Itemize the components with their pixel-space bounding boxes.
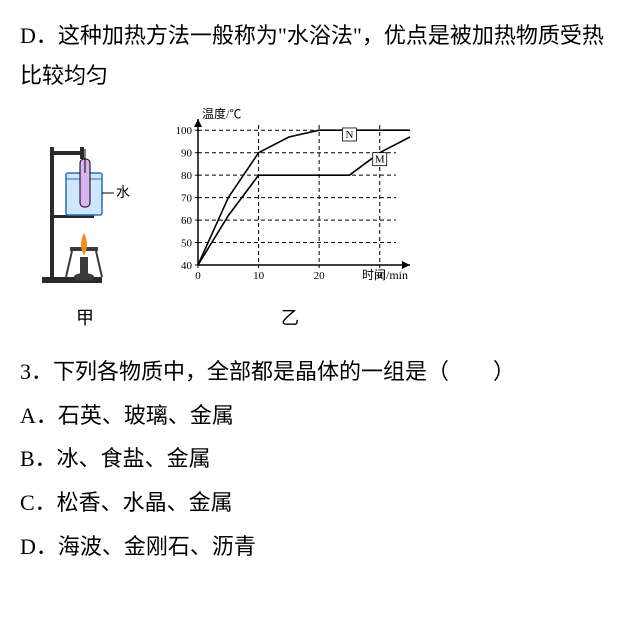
chart-caption: 乙	[160, 302, 420, 334]
option-label: D．	[20, 23, 58, 48]
q3-stem: 3．下列各物质中，全部都是晶体的一组是（ ）	[20, 352, 620, 392]
previous-q-option-d: D．这种加热方法一般称为"水浴法"，优点是被加热物质受热比较均匀	[20, 16, 620, 95]
svg-text:时间/min: 时间/min	[362, 268, 408, 282]
svg-text:0: 0	[195, 270, 201, 282]
svg-text:100: 100	[176, 125, 193, 137]
q3-option-c: C．松香、水晶、金属	[20, 483, 620, 523]
svg-text:80: 80	[181, 170, 193, 182]
q3-option-a: A．石英、玻璃、金属	[20, 396, 620, 436]
apparatus-caption: 甲	[40, 302, 130, 334]
svg-text:10: 10	[253, 270, 264, 282]
option-text: 这种加热方法一般称为"水浴法"，优点是被加热物质受热比较均匀	[20, 23, 604, 88]
apparatus-svg: 水	[40, 137, 130, 287]
q3-option-d: D．海波、金刚石、沥青	[20, 527, 620, 567]
svg-text:20: 20	[314, 270, 326, 282]
svg-text:90: 90	[181, 148, 193, 160]
chart-svg: 温度/℃4050607080901000102030时间/minNM	[160, 107, 420, 287]
svg-text:50: 50	[181, 238, 193, 250]
q3-option-b: B．冰、食盐、金属	[20, 439, 620, 479]
question-3: 3．下列各物质中，全部都是晶体的一组是（ ） A．石英、玻璃、金属 B．冰、食盐…	[20, 352, 620, 566]
svg-text:40: 40	[181, 260, 193, 272]
q3-options: A．石英、玻璃、金属 B．冰、食盐、金属 C．松香、水晶、金属 D．海波、金刚石…	[20, 396, 620, 566]
apparatus-figure: 水 甲	[40, 137, 130, 334]
svg-text:60: 60	[181, 215, 193, 227]
svg-text:温度/℃: 温度/℃	[202, 107, 241, 121]
svg-text:N: N	[345, 129, 353, 141]
svg-text:水: 水	[116, 185, 130, 201]
svg-text:70: 70	[181, 193, 193, 205]
figure-row: 水 甲 温度/℃4050607080901000102030时间/minNM 乙	[40, 107, 620, 334]
chart-figure: 温度/℃4050607080901000102030时间/minNM 乙	[160, 107, 420, 334]
svg-text:M: M	[375, 154, 385, 166]
